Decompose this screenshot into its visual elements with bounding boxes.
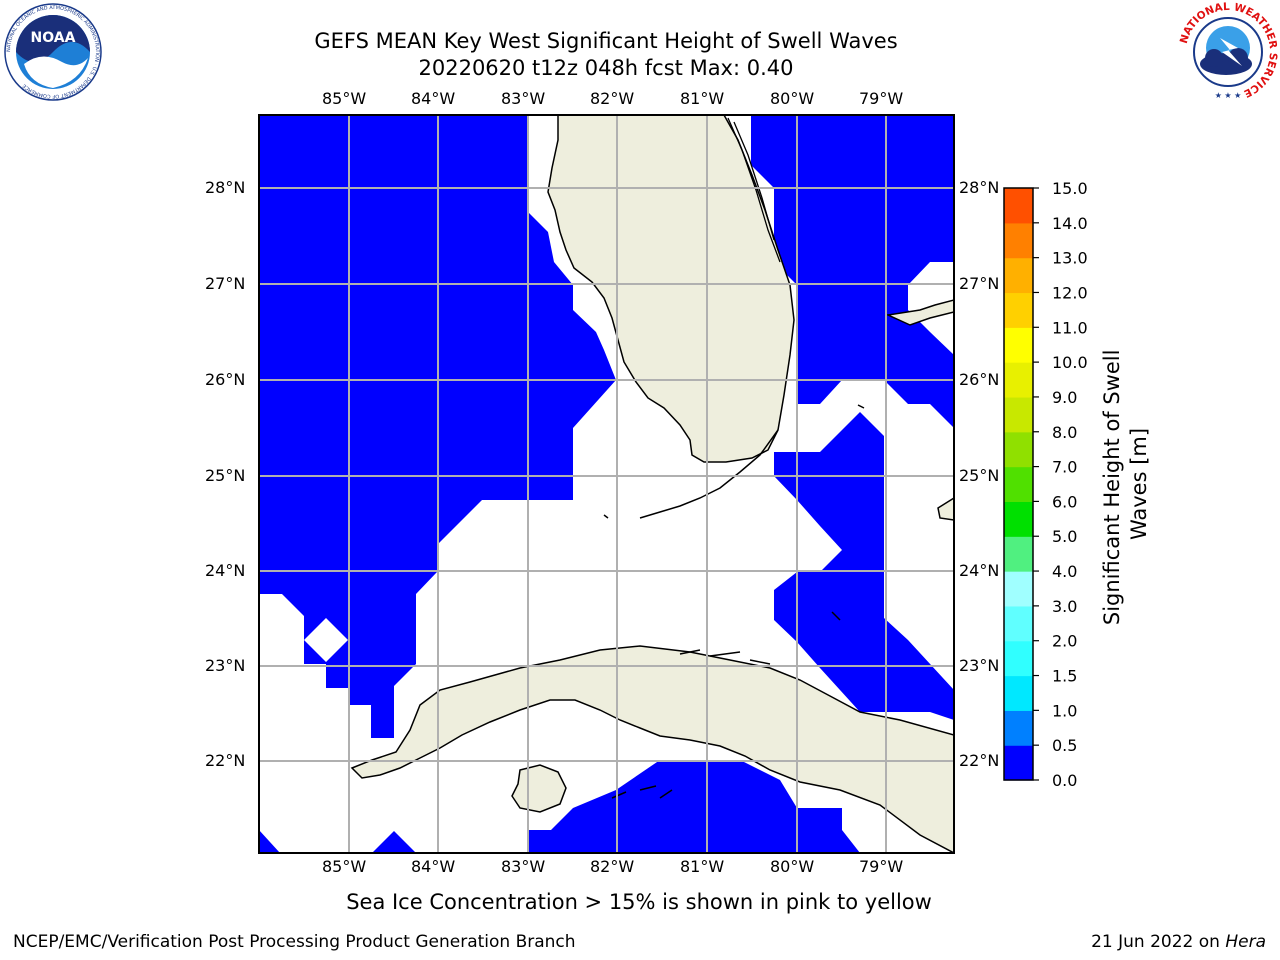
colorbar-swatch bbox=[1004, 605, 1033, 642]
map-subtitle: 20220620 t12z 048h fcst Max: 0.40 bbox=[418, 56, 794, 80]
lat-label-right: 26°N bbox=[959, 370, 1000, 389]
colorbar-tick-label: 10.0 bbox=[1052, 353, 1088, 372]
colorbar-tick-label: 11.0 bbox=[1052, 318, 1088, 337]
nws-logo: NATIONAL WEATHER SERVICE ★ ★ ★ bbox=[1178, 2, 1279, 100]
colorbar-swatch bbox=[1004, 292, 1033, 328]
colorbar-swatch bbox=[1004, 257, 1033, 294]
colorbar-tick-label: 12.0 bbox=[1052, 283, 1088, 302]
lon-label-bottom: 82°W bbox=[590, 857, 635, 876]
sea-ice-caption: Sea Ice Concentration > 15% is shown in … bbox=[346, 890, 932, 914]
lat-label-left: 22°N bbox=[205, 751, 246, 770]
colorbar-swatch bbox=[1004, 501, 1033, 537]
colorbar-swatch bbox=[1004, 675, 1033, 711]
lon-label-bottom: 84°W bbox=[411, 857, 456, 876]
colorbar-tick-label: 1.5 bbox=[1052, 667, 1077, 686]
lat-label-left: 28°N bbox=[205, 178, 246, 197]
colorbar: 0.0 0.5 1.0 1.5 2.0 3.0 4.0 5.0 6.0 7.0 8.0 9.0 10.0… bbox=[1004, 179, 1088, 790]
colorbar-tick-label: 7.0 bbox=[1052, 458, 1077, 477]
lat-label-right: 25°N bbox=[959, 466, 1000, 485]
colorbar-frame bbox=[1003, 187, 1034, 781]
lat-label-right: 22°N bbox=[959, 751, 1000, 770]
colorbar-swatch bbox=[1004, 362, 1033, 398]
lat-label-right: 28°N bbox=[959, 178, 1000, 197]
lon-label-bottom: 85°W bbox=[322, 857, 367, 876]
lat-label-left: 23°N bbox=[205, 656, 246, 675]
colorbar-label-line2: Waves [m] bbox=[1127, 428, 1151, 540]
lon-label-bottom: 81°W bbox=[680, 857, 725, 876]
lon-label-bottom: 80°W bbox=[770, 857, 815, 876]
colorbar-swatch bbox=[1004, 571, 1033, 607]
bahamas-swell-region bbox=[774, 412, 954, 720]
lon-label-bottom: 83°W bbox=[501, 857, 546, 876]
colorbar-tick-label: 1.0 bbox=[1052, 701, 1077, 720]
lat-label-left: 24°N bbox=[205, 561, 246, 580]
footer-date: 21 Jun 2022 on Hera bbox=[1091, 932, 1266, 952]
colorbar-swatch bbox=[1004, 745, 1033, 781]
noaa-logo-text: NOAA bbox=[31, 30, 76, 46]
caribbean-swell-region bbox=[528, 760, 860, 853]
lat-label-right: 24°N bbox=[959, 561, 1000, 580]
lightning-icon bbox=[1220, 38, 1242, 66]
cuba-land bbox=[350, 645, 954, 853]
colorbar-tick-label: 3.0 bbox=[1052, 597, 1077, 616]
colorbar-swatch bbox=[1004, 188, 1033, 224]
colorbar-swatch bbox=[1004, 640, 1033, 677]
colorbar-label-line1: Significant Height of Swell bbox=[1100, 350, 1124, 626]
lat-label-left: 27°N bbox=[205, 274, 246, 293]
colorbar-label: Significant Height of Swell Waves [m] bbox=[1100, 343, 1151, 625]
colorbar-swatch bbox=[1004, 431, 1033, 468]
lat-label-left: 25°N bbox=[205, 466, 246, 485]
footer-credit: NCEP/EMC/Verification Post Processing Pr… bbox=[13, 932, 576, 952]
map-title: GEFS MEAN Key West Significant Height of… bbox=[314, 29, 898, 53]
colorbar-tick-label: 2.0 bbox=[1052, 632, 1077, 651]
footer-date-text: 21 Jun 2022 on bbox=[1091, 932, 1226, 952]
lon-label-top: 84°W bbox=[411, 89, 456, 108]
lon-label-top: 79°W bbox=[859, 89, 904, 108]
footer-host: Hera bbox=[1225, 932, 1266, 952]
colorbar-tick-label: 6.0 bbox=[1052, 492, 1077, 511]
colorbar-tick-label: 5.0 bbox=[1052, 527, 1077, 546]
lat-label-right: 23°N bbox=[959, 656, 1000, 675]
colorbar-swatch bbox=[1004, 222, 1033, 259]
lon-label-top: 85°W bbox=[322, 89, 367, 108]
isla-de-la-juventud bbox=[511, 764, 567, 813]
colorbar-tick-label: 0.5 bbox=[1052, 736, 1077, 755]
svg-text:★ ★ ★: ★ ★ ★ bbox=[1215, 91, 1242, 100]
lon-label-top: 83°W bbox=[501, 89, 546, 108]
colorbar-swatch bbox=[1004, 396, 1033, 433]
lat-label-left: 26°N bbox=[205, 370, 246, 389]
colorbar-swatch bbox=[1004, 466, 1033, 503]
colorbar-tick-label: 14.0 bbox=[1052, 214, 1088, 233]
colorbar-tick-label: 0.0 bbox=[1052, 771, 1077, 790]
colorbar-swatch bbox=[1004, 327, 1033, 363]
colorbar-tick-label: 8.0 bbox=[1052, 423, 1077, 442]
lat-label-right: 27°N bbox=[959, 274, 1000, 293]
colorbar-tick-label: 13.0 bbox=[1052, 249, 1088, 268]
noaa-logo: NOAA NATIONAL OCEANIC AND ATMOSPHERIC AD… bbox=[4, 3, 102, 101]
florida-land bbox=[547, 115, 795, 463]
lon-label-top: 82°W bbox=[590, 89, 635, 108]
colorbar-tick-label: 9.0 bbox=[1052, 388, 1077, 407]
graticule bbox=[259, 115, 954, 853]
lon-label-top: 81°W bbox=[680, 89, 725, 108]
colorbar-swatch bbox=[1004, 536, 1033, 572]
lon-label-top: 80°W bbox=[770, 89, 815, 108]
colorbar-swatch bbox=[1004, 710, 1033, 746]
atlantic-swell-region bbox=[751, 115, 954, 428]
map-frame bbox=[258, 114, 955, 854]
lon-label-bottom: 79°W bbox=[859, 857, 904, 876]
colorbar-tick-label: 15.0 bbox=[1052, 179, 1088, 198]
colorbar-tick-label: 4.0 bbox=[1052, 562, 1077, 581]
